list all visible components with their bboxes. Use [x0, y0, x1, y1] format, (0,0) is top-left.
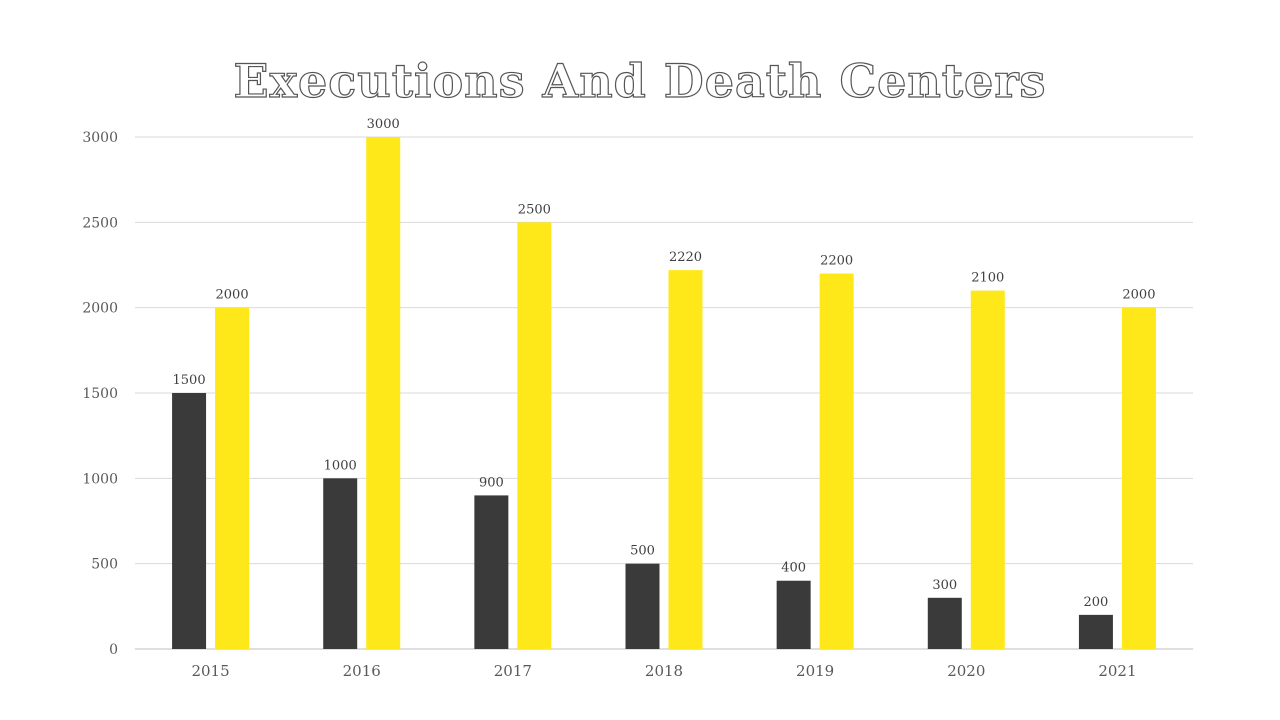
x-tick-label: 2018 — [645, 662, 683, 680]
bar-series-1 — [474, 495, 509, 649]
data-labels: 1500 2000 1000 3000 900 2500 500 2220 400 2200 300… — [173, 117, 1156, 610]
bar-series-2 — [819, 273, 854, 649]
data-label: 2200 — [820, 254, 853, 269]
y-tick-label: 2500 — [82, 215, 118, 231]
bar-series-1 — [1078, 614, 1113, 649]
x-tick-label: 2021 — [1098, 662, 1136, 680]
bar-series-2 — [668, 270, 703, 649]
bar-series-1 — [927, 597, 962, 649]
bar-series-1 — [625, 563, 660, 649]
gridlines — [135, 136, 1193, 650]
data-label: 2220 — [669, 250, 702, 265]
x-axis-ticks: 2015 2016 2017 2018 2019 2020 2021 — [191, 662, 1136, 680]
data-label: 300 — [932, 578, 957, 593]
data-label: 900 — [479, 475, 504, 490]
data-label: 3000 — [367, 117, 400, 132]
y-tick-label: 1500 — [82, 386, 118, 402]
bars — [172, 137, 1156, 650]
bar-series-2 — [1121, 307, 1156, 649]
data-label: 1000 — [324, 458, 357, 473]
bar-series-2 — [215, 307, 250, 649]
y-tick-label: 1000 — [82, 471, 118, 487]
bar-series-2 — [517, 222, 552, 650]
x-tick-label: 2019 — [796, 662, 834, 680]
y-axis-ticks: 0 500 1000 1500 2000 2500 3000 — [82, 130, 118, 658]
bar-series-2 — [366, 137, 401, 649]
bar-series-1 — [172, 393, 207, 649]
x-tick-label: 2016 — [343, 662, 381, 680]
y-tick-label: 0 — [109, 642, 118, 658]
data-label: 2500 — [518, 202, 551, 217]
x-tick-label: 2015 — [191, 662, 229, 680]
bar-series-1 — [323, 478, 358, 649]
data-label: 500 — [630, 544, 655, 559]
data-label: 200 — [1084, 595, 1109, 610]
data-label: 2100 — [971, 271, 1004, 286]
y-tick-label: 2000 — [82, 301, 118, 317]
x-tick-label: 2017 — [494, 662, 532, 680]
bar-series-1 — [776, 580, 811, 649]
y-tick-label: 500 — [91, 557, 118, 573]
x-tick-label: 2020 — [947, 662, 985, 680]
data-label: 2000 — [1122, 288, 1155, 303]
data-label: 400 — [781, 561, 806, 576]
data-label: 1500 — [173, 373, 206, 388]
bar-series-2 — [970, 290, 1005, 649]
y-tick-label: 3000 — [82, 130, 118, 146]
chart-title: Executions And Death Centers — [233, 53, 1047, 108]
data-label: 2000 — [216, 288, 249, 303]
